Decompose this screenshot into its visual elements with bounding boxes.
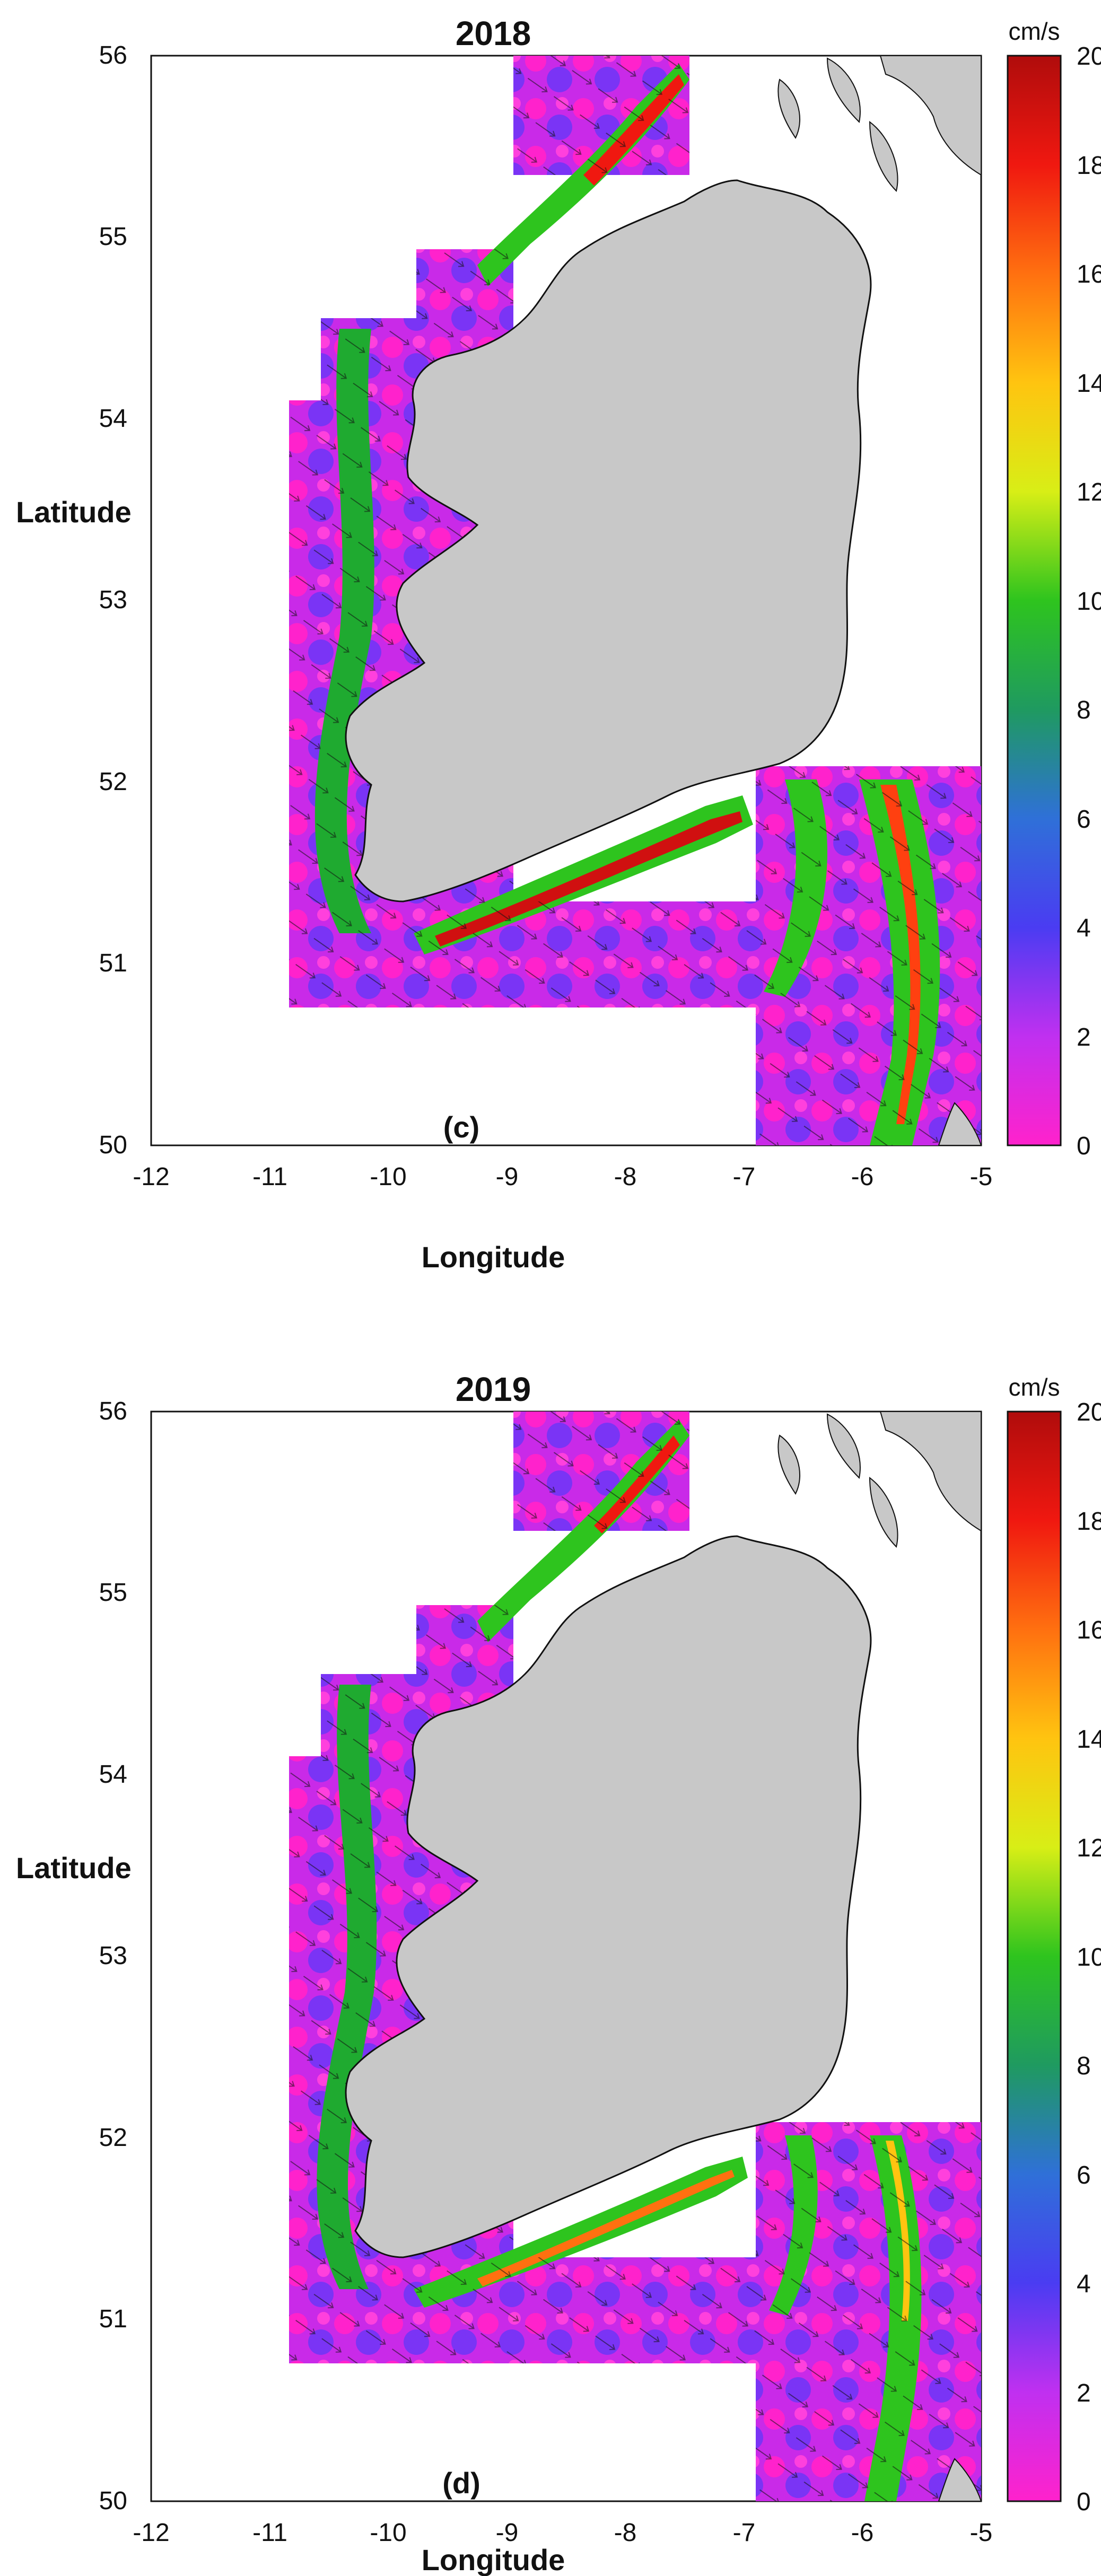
map-panel-2018: 56 55 54 53 52 51 50 Latitude -12 -11 -1…	[16, 14, 1101, 1274]
colorbar-unit: cm/s	[1008, 1373, 1060, 1401]
y-tick-label: 56	[99, 41, 127, 69]
y-tick-label: 55	[99, 223, 127, 251]
colorbar-tick: 10	[1077, 588, 1101, 616]
colorbar-gradient	[1007, 55, 1062, 1146]
y-axis: 56 55 54 53 52 51 50 Latitude	[16, 1397, 132, 2515]
colorbar-ticks: 20 18 16 14 12 10 8 6 4 2 0	[1077, 1398, 1101, 2516]
x-tick-label: -8	[614, 2519, 637, 2547]
y-tick-label: 53	[99, 586, 127, 614]
y-axis: 56 55 54 53 52 51 50 Latitude	[16, 41, 132, 1159]
colorbar-tick: 16	[1077, 260, 1101, 288]
colorbar-tick: 4	[1077, 2270, 1091, 2298]
x-tick-label: -7	[733, 2519, 756, 2547]
x-axis-label: Longitude	[422, 2543, 565, 2576]
x-tick-label: -9	[496, 2519, 519, 2547]
island-2	[826, 1413, 861, 1479]
colorbar-ticks: 20 18 16 14 12 10 8 6 4 2 0	[1077, 42, 1101, 1160]
island-1	[777, 78, 800, 139]
y-tick-label: 54	[99, 405, 127, 433]
colorbar-tick: 0	[1077, 1132, 1091, 1160]
panel-label: (d)	[442, 2466, 480, 2500]
colorbar-tick: 6	[1077, 805, 1091, 834]
colorbar-tick: 2	[1077, 1023, 1091, 1052]
y-tick-label: 51	[99, 2305, 127, 2333]
y-tick-label: 54	[99, 1760, 127, 1789]
x-tick-label: -11	[252, 1163, 287, 1191]
y-axis-label: Latitude	[16, 495, 132, 529]
map-panel-2019: 56 55 54 53 52 51 50 Latitude -12 -11 -1…	[16, 1370, 1101, 2576]
wales-land	[938, 1102, 982, 1146]
x-tick-label: -11	[252, 2519, 287, 2547]
colorbar-tick: 4	[1077, 914, 1091, 942]
x-tick-label: -5	[970, 1163, 993, 1191]
island-3	[869, 1476, 898, 1548]
y-tick-label: 52	[99, 768, 127, 796]
colorbar-tick: 10	[1077, 1943, 1101, 1972]
island-3	[869, 120, 898, 192]
y-tick-label: 56	[99, 1397, 127, 1425]
panel-title: 2019	[456, 1370, 531, 1408]
y-tick-label: 55	[99, 1579, 127, 1607]
x-tick-label: -9	[496, 1163, 519, 1191]
colorbar-tick: 18	[1077, 152, 1101, 180]
ireland-land	[345, 179, 872, 903]
scotland-land	[879, 1411, 982, 1532]
x-axis: -12 -11 -10 -9 -8 -7 -6 -5 Longitude	[133, 1163, 992, 1274]
x-tick-label: -6	[851, 1163, 874, 1191]
colorbar-tick: 14	[1077, 1725, 1101, 1754]
y-tick-label: 53	[99, 1942, 127, 1970]
colorbar-tick: 6	[1077, 2161, 1091, 2189]
colorbar-tick: 8	[1077, 696, 1091, 724]
colorbar-tick: 14	[1077, 370, 1101, 398]
panel-title: 2018	[456, 14, 531, 52]
ireland-land	[345, 1535, 872, 2258]
colorbar-tick: 8	[1077, 2052, 1091, 2080]
scotland-land	[879, 55, 982, 176]
colorbar-tick: 12	[1077, 478, 1101, 506]
colorbar: cm/s 20 18 16 14 12 10 8 6 4 2 0	[1007, 17, 1101, 1160]
x-tick-label: -12	[133, 1163, 169, 1191]
colorbar-gradient	[1007, 1410, 1062, 2502]
y-tick-label: 50	[99, 2487, 127, 2515]
x-tick-label: -12	[133, 2519, 169, 2547]
x-tick-label: -10	[370, 1163, 406, 1191]
colorbar-tick: 16	[1077, 1616, 1101, 1644]
colorbar: cm/s 20 18 16 14 12 10 8 6 4 2 0	[1007, 1373, 1101, 2516]
colorbar-tick: 20	[1077, 42, 1101, 71]
y-tick-label: 52	[99, 2124, 127, 2152]
x-tick-label: -5	[970, 2519, 993, 2547]
island-2	[826, 57, 861, 124]
colorbar-tick: 12	[1077, 1834, 1101, 1862]
colorbar-tick: 20	[1077, 1398, 1101, 1426]
colorbar-unit: cm/s	[1008, 17, 1060, 45]
x-tick-label: -10	[370, 2519, 406, 2547]
wales-land	[938, 2458, 982, 2502]
panel-label: (c)	[443, 1110, 479, 1144]
colorbar-tick: 0	[1077, 2488, 1091, 2516]
y-tick-label: 50	[99, 1131, 127, 1159]
x-tick-label: -8	[614, 1163, 637, 1191]
x-axis: -12 -11 -10 -9 -8 -7 -6 -5 Longitude	[133, 2519, 992, 2576]
colorbar-tick: 2	[1077, 2379, 1091, 2407]
y-tick-label: 51	[99, 949, 127, 977]
x-tick-label: -7	[733, 1163, 756, 1191]
island-1	[777, 1434, 800, 1495]
y-axis-label: Latitude	[16, 1851, 132, 1885]
x-axis-label: Longitude	[422, 1240, 565, 1274]
x-tick-label: -6	[851, 2519, 874, 2547]
colorbar-tick: 18	[1077, 1508, 1101, 1536]
